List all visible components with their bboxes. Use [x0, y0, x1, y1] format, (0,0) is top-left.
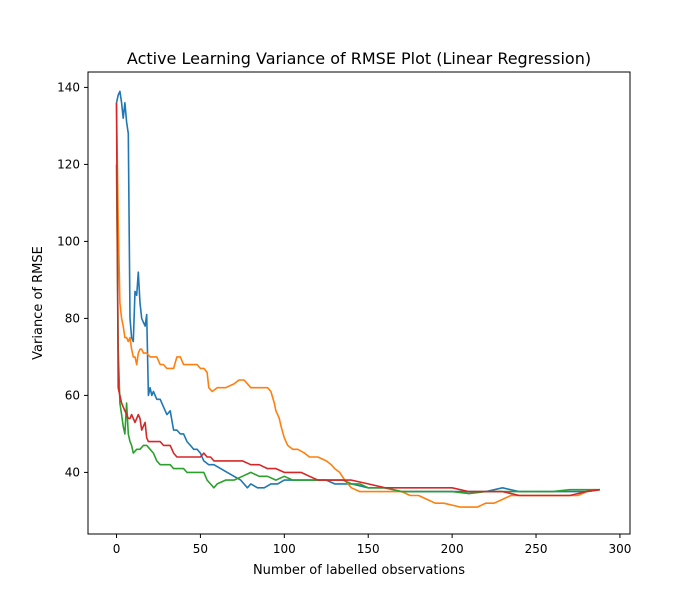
chart-title: Active Learning Variance of RMSE Plot (L… — [127, 49, 591, 68]
y-tick-label: 60 — [65, 388, 80, 402]
x-tick-label: 0 — [113, 542, 121, 556]
x-tick-label: 300 — [608, 542, 631, 556]
series-line-2 — [115, 102, 600, 508]
x-tick-label: 150 — [357, 542, 380, 556]
y-tick-label: 80 — [65, 311, 80, 325]
y-tick-label: 120 — [57, 157, 80, 171]
y-axis: 40 60 80 100 120 140 — [57, 80, 88, 479]
x-axis-label: Number of labelled observations — [253, 563, 465, 578]
y-tick-label: 140 — [57, 80, 80, 94]
series-line-3 — [115, 164, 600, 495]
series-layer — [115, 90, 600, 508]
x-tick-label: 100 — [273, 542, 296, 556]
y-tick-label: 100 — [57, 234, 80, 248]
x-tick-label: 200 — [441, 542, 464, 556]
y-tick-label: 40 — [65, 465, 80, 479]
series-line-4 — [115, 102, 600, 497]
plot-area-frame — [87, 71, 631, 535]
x-axis: 0 50 100 150 200 250 300 — [113, 534, 631, 556]
x-tick-label: 250 — [525, 542, 548, 556]
y-axis-label: Variance of RMSE — [31, 246, 46, 360]
x-tick-label: 50 — [193, 542, 208, 556]
